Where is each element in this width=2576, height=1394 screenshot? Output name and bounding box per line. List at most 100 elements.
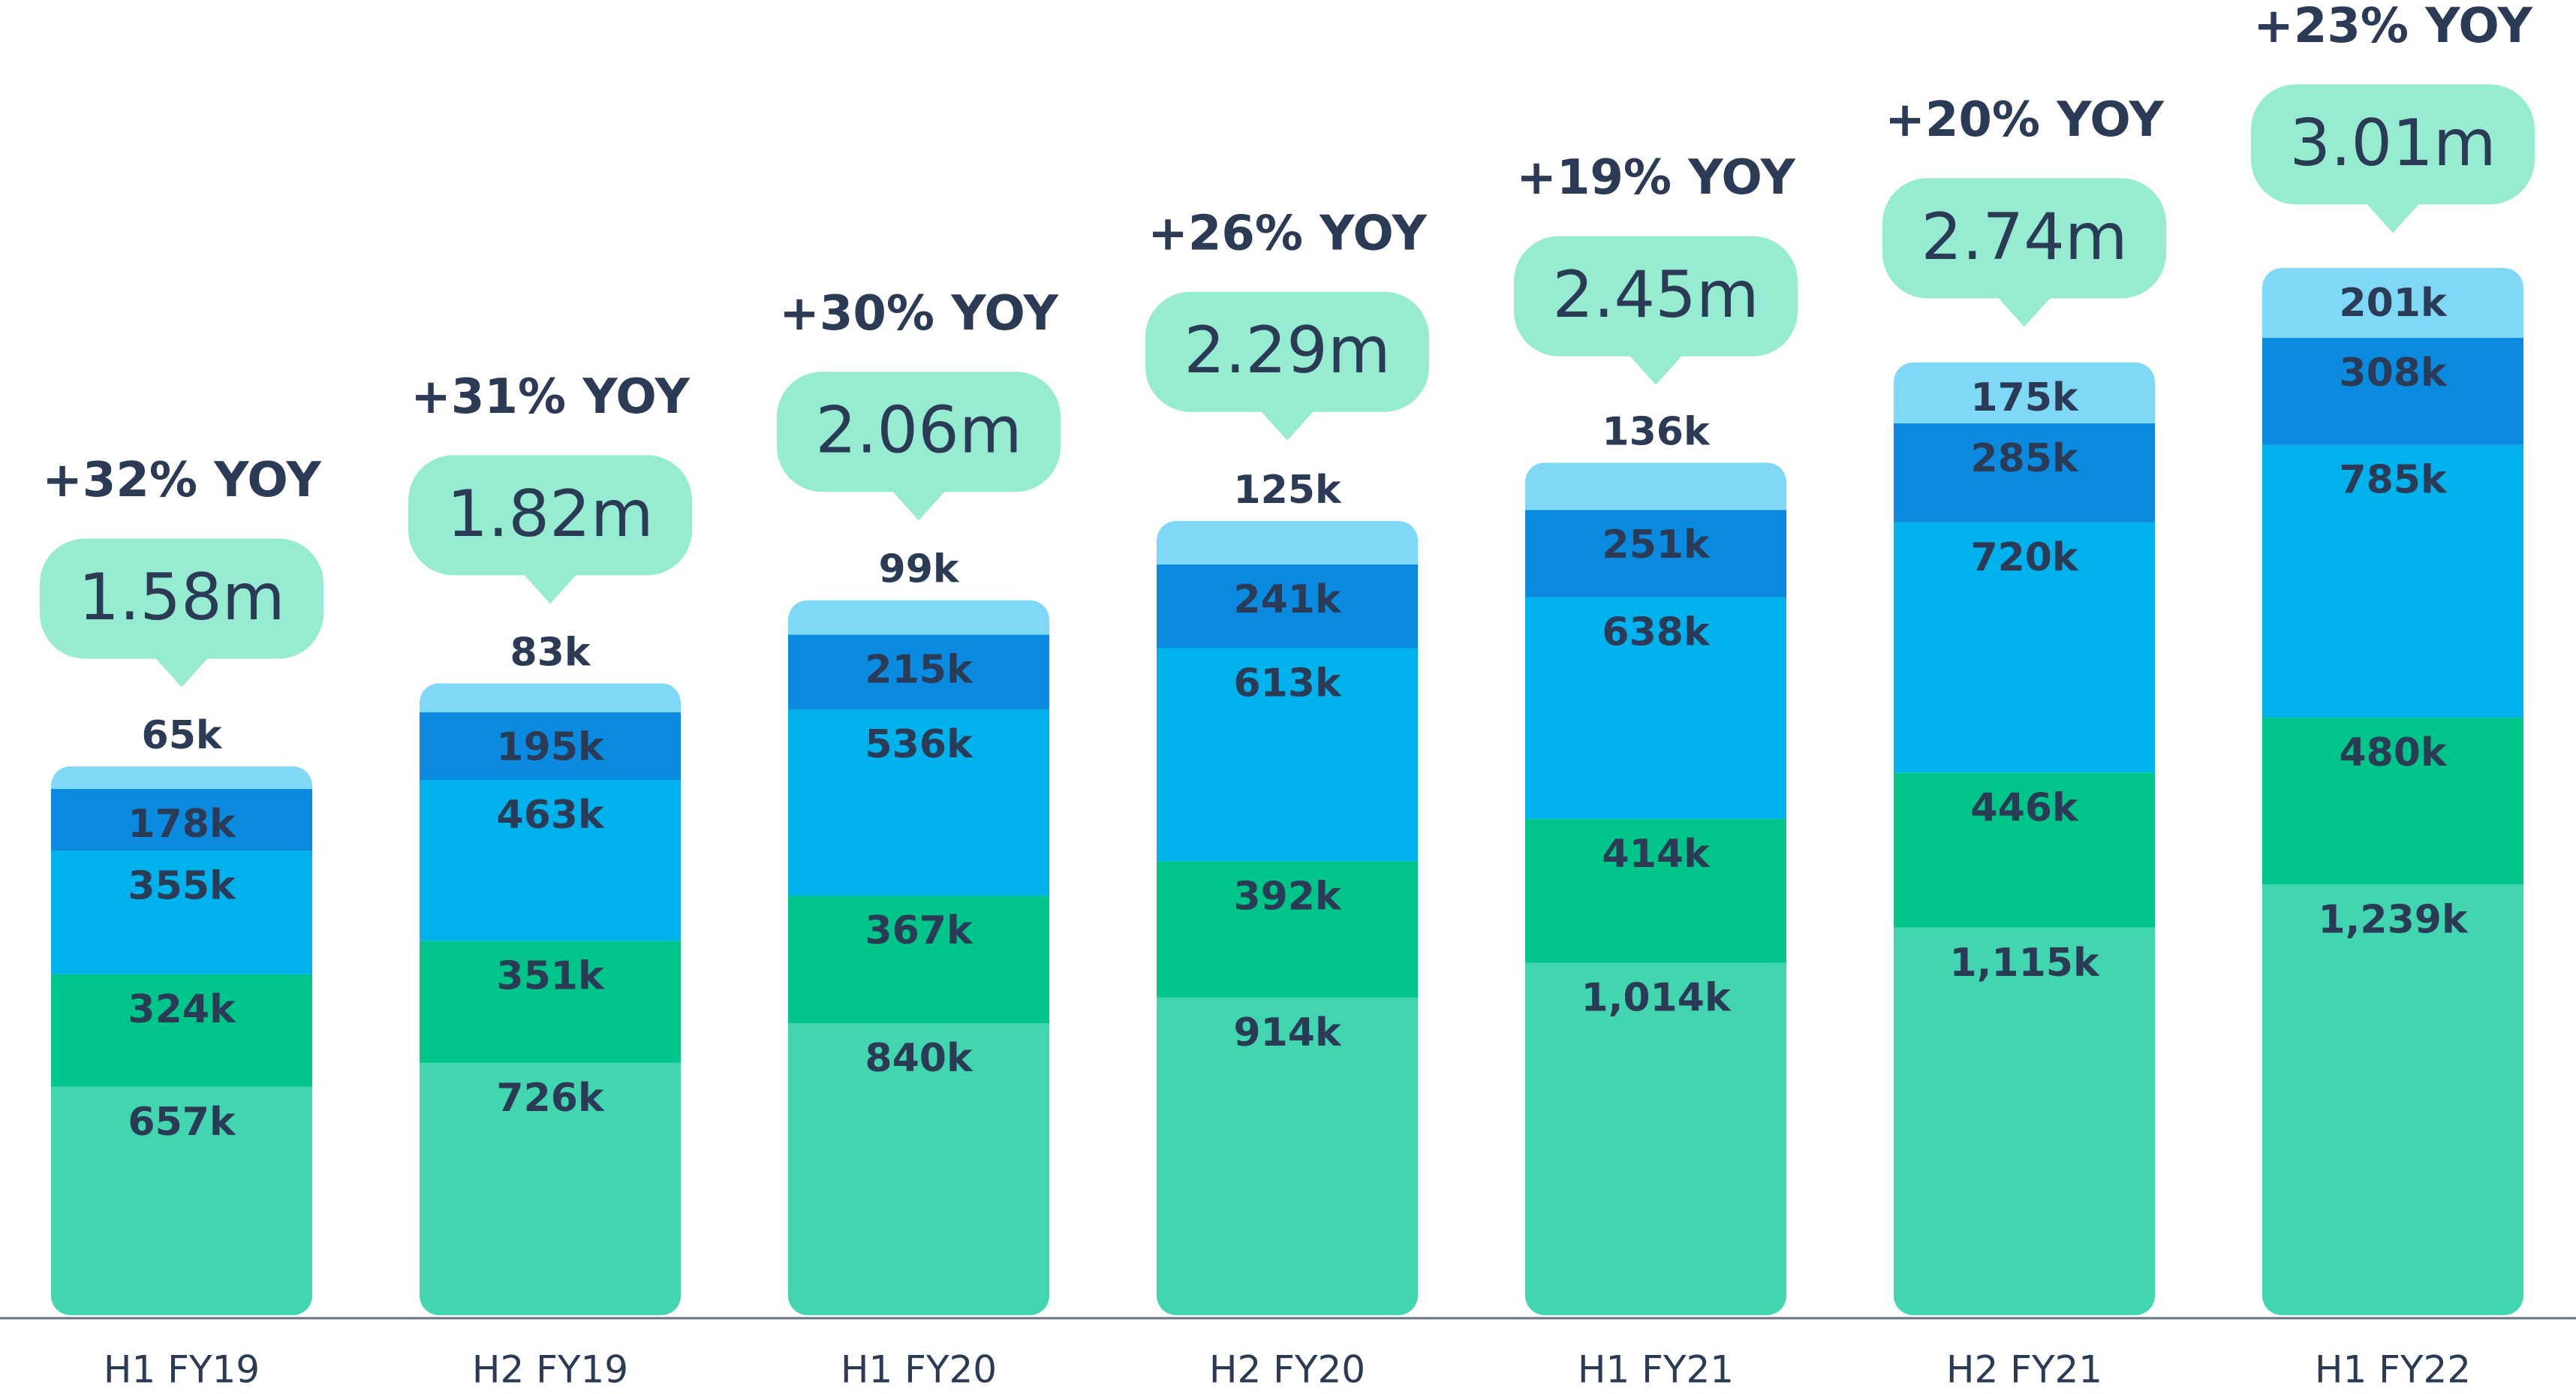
bar-segment — [2262, 884, 2523, 1315]
segment-label: 657k — [128, 1100, 236, 1145]
x-tick-label: H1 FY21 — [1578, 1348, 1734, 1392]
segment-label: 367k — [865, 908, 974, 953]
bar-stack — [1894, 362, 2155, 1315]
total-label: 2.29m — [1184, 313, 1390, 388]
total-bubble — [1514, 236, 1798, 357]
growth-label: +32% YOY — [42, 453, 321, 508]
bubble-pointer — [1997, 297, 2051, 327]
total-label: 3.01m — [2289, 106, 2496, 181]
bar-segment — [420, 683, 681, 712]
bar-segment — [1525, 818, 1786, 963]
bar-stack — [788, 600, 1049, 1315]
bar-segment — [1894, 362, 2155, 423]
bar-segment — [2262, 444, 2523, 718]
bubble-pointer — [155, 657, 209, 688]
total-bubble — [777, 372, 1061, 492]
bar-segment — [2262, 267, 2523, 339]
bar-segment — [1157, 564, 1418, 649]
bar-segment — [51, 766, 312, 790]
bar-segment — [1157, 997, 1418, 1315]
bar-segment — [1894, 927, 2155, 1315]
growth-label: +23% YOY — [2253, 0, 2532, 54]
total-label: 1.58m — [78, 560, 284, 635]
segment-label: 125k — [1233, 468, 1342, 513]
growth-label: +19% YOY — [1516, 150, 1795, 206]
bar-segment — [2262, 338, 2523, 445]
segment-label: 175k — [1970, 375, 2079, 420]
bar-segment — [788, 896, 1049, 1024]
bar-segment — [420, 941, 681, 1063]
bar-segment — [788, 1023, 1049, 1315]
bubble-pointer — [2366, 203, 2420, 233]
segment-label: 83k — [510, 630, 591, 675]
segment-label: 463k — [496, 793, 605, 838]
bar-segment — [1157, 861, 1418, 998]
segment-label: 351k — [496, 953, 605, 998]
growth-label: +30% YOY — [779, 286, 1058, 342]
bubble-pointer — [1629, 354, 1683, 385]
segment-label: 536k — [865, 722, 974, 767]
segment-label: 65k — [142, 713, 223, 758]
bubble-pointer — [1260, 410, 1314, 441]
growth-label: +31% YOY — [411, 369, 690, 425]
total-label: 2.74m — [1921, 200, 2127, 275]
growth-label: +26% YOY — [1148, 206, 1427, 261]
total-label: 2.06m — [815, 393, 1022, 468]
segment-label: 136k — [1602, 409, 1711, 454]
segment-label: 638k — [1602, 610, 1711, 655]
bar-segment — [1157, 648, 1418, 862]
segment-label: 251k — [1602, 522, 1711, 568]
bar-stack — [420, 683, 681, 1315]
segment-label: 195k — [496, 725, 605, 770]
segment-label: 613k — [1233, 661, 1342, 706]
segment-label: 308k — [2339, 351, 2448, 396]
x-tick-label: H1 FY20 — [841, 1348, 997, 1392]
bar-segment — [2262, 718, 2523, 885]
bar-segment — [788, 709, 1049, 896]
segment-label: 446k — [1970, 785, 2079, 830]
total-bubble — [40, 538, 324, 659]
total-label: 1.82m — [447, 477, 653, 552]
segment-label: 1,014k — [1581, 976, 1731, 1021]
bar-segment — [1894, 772, 2155, 928]
total-label: 2.45m — [1552, 257, 1759, 333]
segment-label: 840k — [865, 1036, 974, 1081]
segment-label: 785k — [2339, 458, 2448, 503]
x-tick-label: H1 FY19 — [104, 1348, 260, 1392]
total-bubble — [2251, 84, 2535, 205]
segment-label: 355k — [128, 863, 236, 908]
bar-segment — [1894, 522, 2155, 773]
bar-segment — [51, 789, 312, 851]
bar-segment — [1525, 962, 1786, 1315]
segment-label: 1,239k — [2318, 897, 2468, 942]
segment-label: 392k — [1233, 874, 1342, 919]
growth-label: +20% YOY — [1885, 92, 2164, 148]
x-tick-label: H2 FY21 — [1946, 1348, 2102, 1392]
segment-label: 720k — [1970, 535, 2079, 580]
bar-stack — [2262, 267, 2523, 1315]
bar-segment — [51, 851, 312, 974]
segment-label: 178k — [128, 802, 236, 847]
total-bubble — [408, 455, 692, 576]
bar-stack — [1157, 521, 1418, 1315]
x-tick-label: H2 FY19 — [472, 1348, 628, 1392]
bar-stack — [1525, 462, 1786, 1315]
bar-segment — [420, 1062, 681, 1315]
bar-segment — [51, 974, 312, 1087]
bar-segment — [788, 600, 1049, 635]
segment-label: 480k — [2339, 730, 2448, 775]
segment-label: 1,115k — [1949, 941, 2099, 986]
x-tick-label: H1 FY22 — [2315, 1348, 2471, 1392]
bar-segment — [1525, 510, 1786, 598]
segment-label: 215k — [865, 647, 974, 692]
bubble-pointer — [892, 490, 946, 521]
segment-label: 99k — [879, 547, 960, 592]
bar-segment — [420, 712, 681, 780]
segment-label: 285k — [1970, 436, 2079, 481]
bar-segment — [1157, 521, 1418, 565]
bubble-pointer — [523, 574, 577, 604]
total-bubble — [1145, 291, 1429, 412]
bar-segment — [1525, 462, 1786, 510]
bar-segment — [1894, 423, 2155, 522]
